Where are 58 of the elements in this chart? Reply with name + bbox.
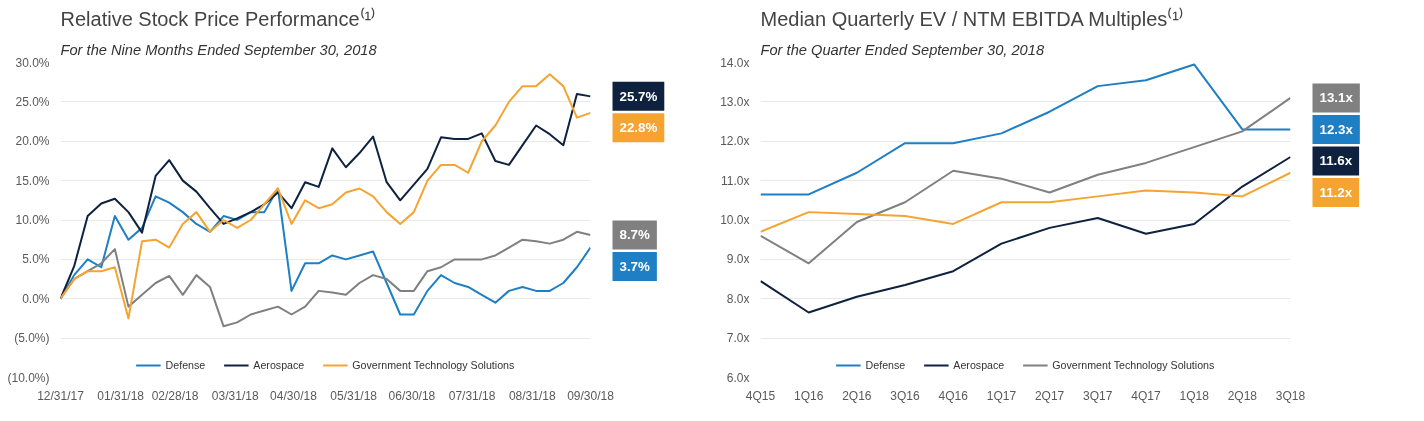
x-tick-label: 2Q18 bbox=[1227, 388, 1258, 403]
annotation: 13.1x bbox=[1319, 90, 1354, 106]
y-tick-label: 13.0x bbox=[720, 94, 750, 109]
annotation: 8.7% bbox=[619, 227, 651, 243]
y-tick-label: 30.0% bbox=[15, 55, 50, 70]
annotation: 12.3x bbox=[1319, 121, 1354, 137]
y-tick-label: 9.0x bbox=[726, 252, 750, 267]
y-tick-label: (10.0%) bbox=[7, 370, 50, 385]
x-tick-label: 08/31/18 bbox=[508, 388, 556, 403]
x-tick-label: 1Q18 bbox=[1179, 388, 1210, 403]
x-tick-label: 3Q18 bbox=[1275, 388, 1306, 403]
x-tick-label: 4Q17 bbox=[1131, 388, 1161, 403]
y-tick-label: 25.0% bbox=[15, 94, 50, 109]
y-tick-label: 15.0% bbox=[15, 173, 50, 188]
y-tick-label: 7.0x bbox=[726, 331, 750, 346]
x-tick-label: 2Q17 bbox=[1034, 388, 1065, 403]
x-tick-label: 05/31/18 bbox=[330, 388, 378, 403]
y-tick-label: 10.0x bbox=[720, 213, 750, 227]
y-tick-label: 5.0% bbox=[22, 252, 50, 267]
annotation: 22.8% bbox=[619, 120, 658, 136]
x-tick-label: 06/30/18 bbox=[388, 388, 436, 403]
y-tick-label: 6.0x bbox=[726, 370, 750, 385]
x-tick-label: 02/28/18 bbox=[151, 388, 199, 403]
x-tick-label: 12/31/17 bbox=[37, 388, 85, 403]
y-tick-label: 11.0x bbox=[721, 173, 750, 188]
y-tick-label: 20.0% bbox=[15, 134, 50, 149]
y-tick-label: 14.0x bbox=[720, 55, 750, 70]
x-tick-label: 04/30/18 bbox=[270, 388, 318, 403]
x-tick-label: 1Q16 bbox=[794, 388, 824, 403]
legend-label: Government Technology Solutions bbox=[1052, 359, 1215, 371]
x-tick-label: 4Q15 bbox=[745, 388, 776, 403]
annotation: 3.7% bbox=[619, 258, 651, 274]
chart-subtitle: For the Quarter Ended September 30, 2018 bbox=[760, 41, 1045, 58]
x-tick-label: 3Q17 bbox=[1083, 388, 1113, 403]
x-tick-label: 03/31/18 bbox=[211, 388, 259, 403]
legend-label: Aerospace bbox=[253, 359, 305, 371]
y-tick-label: (5.0%) bbox=[14, 331, 50, 346]
annotation: 11.2x bbox=[1319, 184, 1353, 200]
x-tick-label: 2Q16 bbox=[842, 388, 872, 403]
chart-title: Relative Stock Price Performance⁽¹⁾ bbox=[60, 6, 377, 30]
x-tick-label: 4Q16 bbox=[938, 388, 969, 403]
y-tick-label: 12.0x bbox=[720, 134, 750, 149]
x-tick-label: 09/30/18 bbox=[567, 388, 615, 403]
legend-label: Aerospace bbox=[953, 359, 1005, 371]
legend-label: Defense bbox=[165, 359, 206, 371]
chart-subtitle: For the Nine Months Ended September 30, 2018 bbox=[60, 41, 378, 58]
annotation: 25.7% bbox=[619, 88, 658, 104]
annotation: 11.6x bbox=[1319, 153, 1353, 169]
x-tick-label: 01/31/18 bbox=[97, 388, 145, 403]
legend-label: Defense bbox=[865, 359, 906, 371]
x-tick-label: 1Q17 bbox=[986, 388, 1017, 403]
y-tick-label: 8.0x bbox=[726, 291, 750, 306]
y-tick-label: 10.0% bbox=[15, 213, 50, 227]
x-tick-label: 3Q16 bbox=[890, 388, 921, 403]
legend-label: Government Technology Solutions bbox=[352, 359, 515, 371]
y-tick-label: 0.0% bbox=[22, 291, 50, 306]
x-tick-label: 07/31/18 bbox=[448, 388, 496, 403]
chart-title: Median Quarterly EV / NTM EBITDA Multiples⁽¹⁾ bbox=[760, 6, 1184, 30]
